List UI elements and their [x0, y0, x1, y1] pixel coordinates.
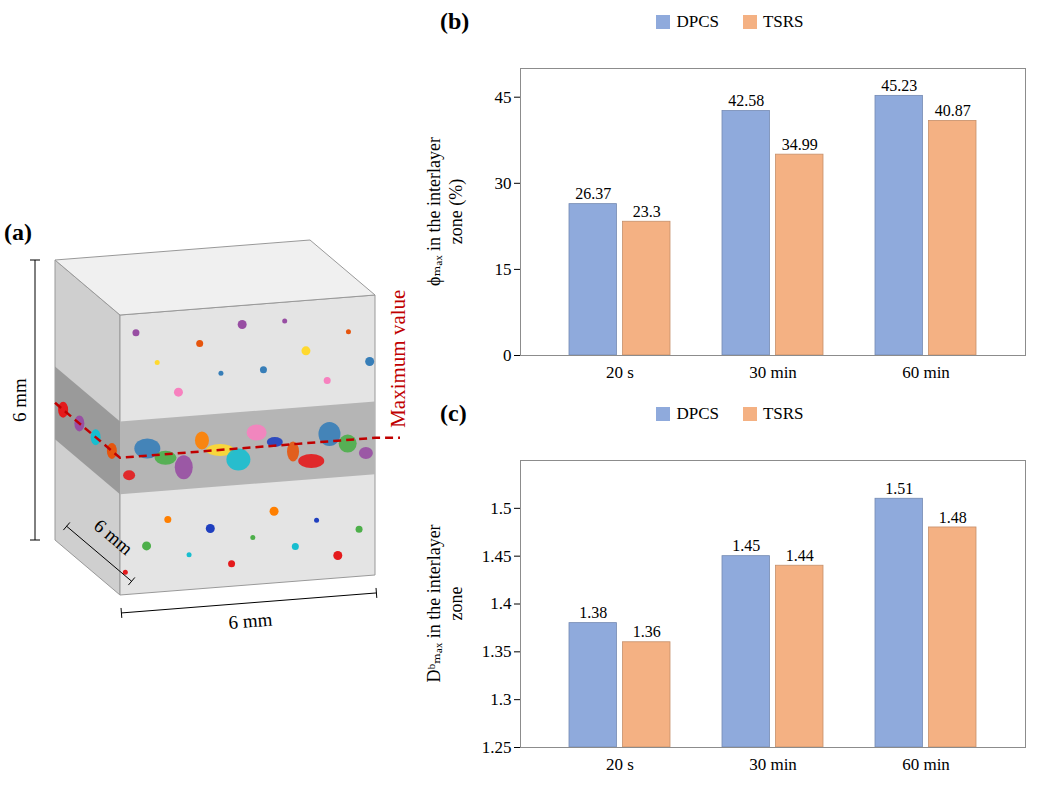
svg-text:30 min: 30 min: [749, 363, 797, 382]
svg-text:1.4: 1.4: [490, 594, 512, 613]
svg-text:45.23: 45.23: [881, 77, 917, 94]
svg-text:1.45: 1.45: [482, 547, 512, 566]
html-text:(c): (c): [440, 400, 467, 426]
svg-text:1.44: 1.44: [786, 547, 814, 564]
svg-text:15: 15: [495, 260, 512, 279]
svg-text:60 min: 60 min: [902, 363, 950, 382]
svg-text:ϕₘₐₓ in the interlayerzone (%): ϕₘₐₓ in the interlayerzone (%): [424, 137, 467, 286]
svg-text:20 s: 20 s: [606, 363, 634, 382]
svg-text:60 min: 60 min: [902, 755, 950, 774]
svg-text:1.3: 1.3: [490, 690, 511, 709]
svg-text:1.36: 1.36: [633, 623, 661, 640]
svg-text:1.45: 1.45: [732, 537, 760, 554]
svg-text:Maximum value: Maximum value: [386, 290, 410, 428]
svg-text:45: 45: [495, 88, 512, 107]
svg-text:6 mm: 6 mm: [9, 378, 30, 422]
svg-text:1.38: 1.38: [579, 604, 607, 621]
html-text:(b): (b): [440, 8, 470, 34]
svg-text:1.35: 1.35: [482, 642, 512, 661]
html-text:DPCS: DPCS: [676, 404, 719, 423]
svg-text:1.48: 1.48: [939, 509, 967, 526]
svg-text:Dᵇₘₐₓ in the interlayerzone: Dᵇₘₐₓ in the interlayerzone: [424, 524, 466, 682]
svg-text:1.25: 1.25: [482, 738, 512, 757]
html-text:DPCS: DPCS: [676, 12, 719, 31]
svg-text:30 min: 30 min: [749, 755, 797, 774]
svg-text:6 mm: 6 mm: [228, 609, 274, 633]
svg-text:1.5: 1.5: [490, 499, 511, 518]
svg-text:(a): (a): [4, 219, 32, 245]
svg-text:0: 0: [503, 346, 512, 365]
html-text:TSRS: TSRS: [762, 404, 804, 423]
svg-text:20 s: 20 s: [606, 755, 634, 774]
svg-text:26.37: 26.37: [575, 185, 611, 202]
svg-text:23.3: 23.3: [633, 203, 661, 220]
svg-text:1.51: 1.51: [885, 480, 913, 497]
svg-text:30: 30: [495, 174, 512, 193]
svg-text:34.99: 34.99: [782, 136, 818, 153]
html-text:TSRS: TSRS: [762, 12, 804, 31]
svg-text:6 mm: 6 mm: [90, 515, 137, 559]
svg-text:42.58: 42.58: [728, 92, 764, 109]
svg-text:40.87: 40.87: [935, 102, 971, 119]
